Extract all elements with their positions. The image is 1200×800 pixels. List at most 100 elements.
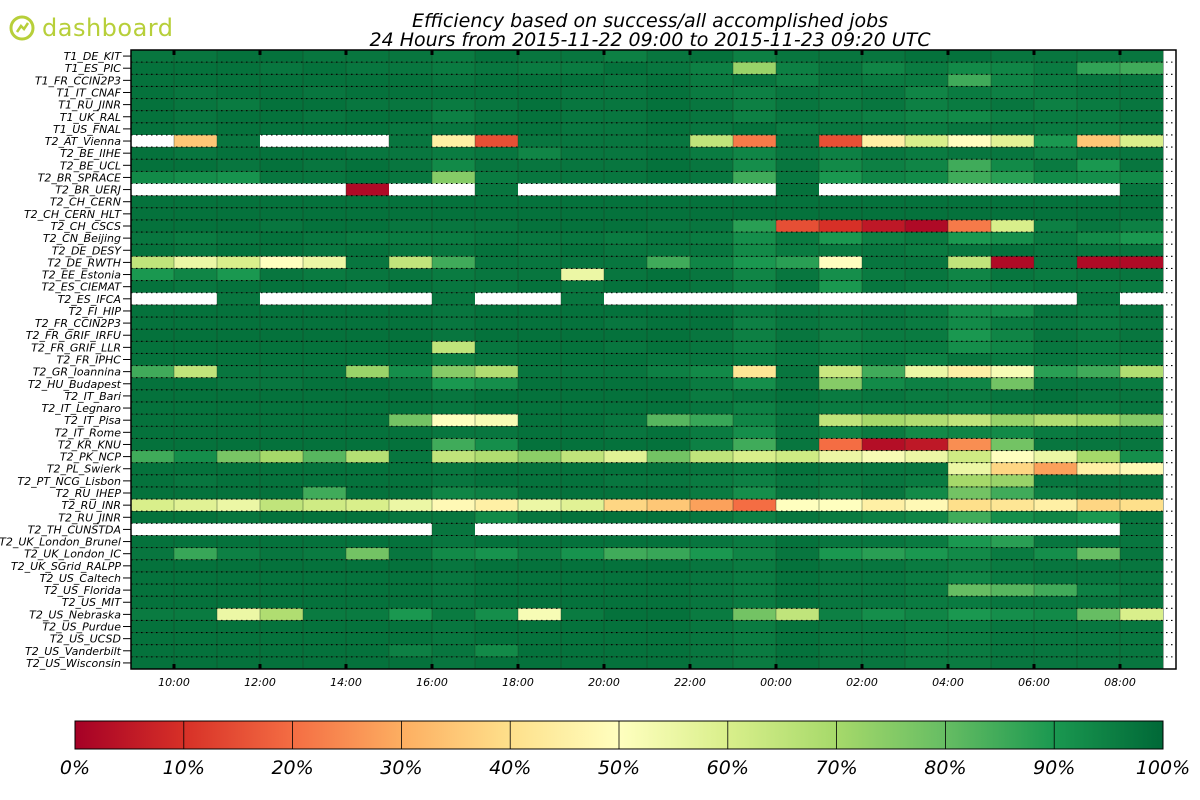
heatmap-cell [560,389,605,403]
heatmap-cell [947,559,992,573]
heatmap-cell [345,122,390,136]
heatmap-cell [818,365,863,379]
heatmap-cell [517,438,562,451]
heatmap-cell [991,292,1035,306]
heatmap-cell [259,61,304,75]
heatmap-cell [217,523,261,536]
heatmap-cell [861,401,906,415]
heatmap-cell [217,183,261,196]
heatmap-cell [474,74,519,87]
heatmap-cell [818,353,863,366]
heatmap-cell [517,620,562,633]
heatmap-cell [173,207,218,221]
heatmap-cell [173,219,218,233]
heatmap-cell [216,498,261,512]
site-label: T2_CH_CERN_HLT [24,208,122,221]
x-tick-label: 06:00 [1018,676,1050,689]
heatmap-cell [560,98,605,112]
heatmap-cell [646,656,691,670]
heatmap-cell [388,110,433,124]
heatmap-cell [302,49,347,63]
heatmap-cell [431,535,476,549]
heatmap-cell [689,632,734,646]
heatmap-cell [689,98,734,112]
heatmap-cell [904,61,949,75]
heatmap-cell [216,389,261,403]
heatmap-cell [173,328,218,342]
heatmap-cell [904,316,949,330]
heatmap-cell [302,498,347,512]
heatmap-cell [604,292,648,306]
heatmap-cell [904,559,949,573]
heatmap-cell [990,86,1035,99]
heatmap-cell [861,341,906,354]
heatmap-cell [1033,389,1078,403]
heatmap-cell [216,450,261,464]
heatmap-cell [689,511,734,524]
heatmap-cell [732,243,777,257]
heatmap-cell [603,316,648,330]
heatmap-cell [302,413,347,427]
heatmap-cell [560,353,605,366]
heatmap-cell [603,644,648,658]
heatmap-cell [173,620,218,633]
heatmap-cell [990,316,1035,330]
heatmap-cell [517,608,562,621]
heatmap-cell [560,595,605,609]
heatmap-cell [431,583,476,597]
heatmap-cell [431,328,476,342]
heatmap-cell [775,207,820,221]
heatmap-cell [345,146,390,160]
site-label: T2_UK_London_Brunel [0,536,121,549]
heatmap-cell [216,426,261,439]
heatmap-cell [388,486,433,500]
heatmap-cell [1076,98,1121,112]
heatmap-cell [818,243,863,257]
heatmap-cell [1033,644,1078,658]
heatmap-cell [818,632,863,646]
heatmap-cell [474,486,519,500]
heatmap-cell [475,292,519,306]
heatmap-cell [603,608,648,621]
heatmap-cell [560,243,605,257]
heatmap-cell [947,571,992,585]
heatmap-cell [990,134,1035,148]
heatmap-cell [818,110,863,124]
heatmap-cell [947,304,992,318]
x-tick-top [430,50,434,55]
heatmap-cell [732,474,777,488]
heatmap-cell [474,462,519,476]
heatmap-cell [603,559,648,573]
heatmap-cell [947,656,992,670]
heatmap-cell [646,304,691,318]
heatmap-cell [646,632,691,646]
heatmap-cell [560,413,605,427]
heatmap-cell [861,219,906,233]
heatmap-cell [259,243,304,257]
heatmap-cell [861,608,906,621]
heatmap-cell [345,486,390,500]
heatmap-cell [1076,413,1121,427]
heatmap-cell [1119,523,1164,536]
heatmap-cell [388,86,433,99]
heatmap-cell [905,523,949,536]
heatmap-cell [517,49,562,63]
heatmap-cell [775,61,820,75]
heatmap-cell [431,49,476,63]
heatmap-cell [259,98,304,112]
heatmap-cell [216,98,261,112]
heatmap-cell [947,110,992,124]
heatmap-cell [259,328,304,342]
heatmap-cell [173,389,218,403]
heatmap-cell [302,243,347,257]
heatmap-cell [604,523,648,536]
heatmap-cell [990,474,1035,488]
heatmap-cell [431,292,476,306]
heatmap-cell [1033,620,1078,633]
heatmap-cell [431,365,476,379]
heatmap-cell [388,341,433,354]
heatmap-cell [603,171,648,184]
heatmap-cell [1119,341,1164,354]
heatmap-cell [603,450,648,464]
site-label: T2_ES_IFCA [58,293,121,306]
